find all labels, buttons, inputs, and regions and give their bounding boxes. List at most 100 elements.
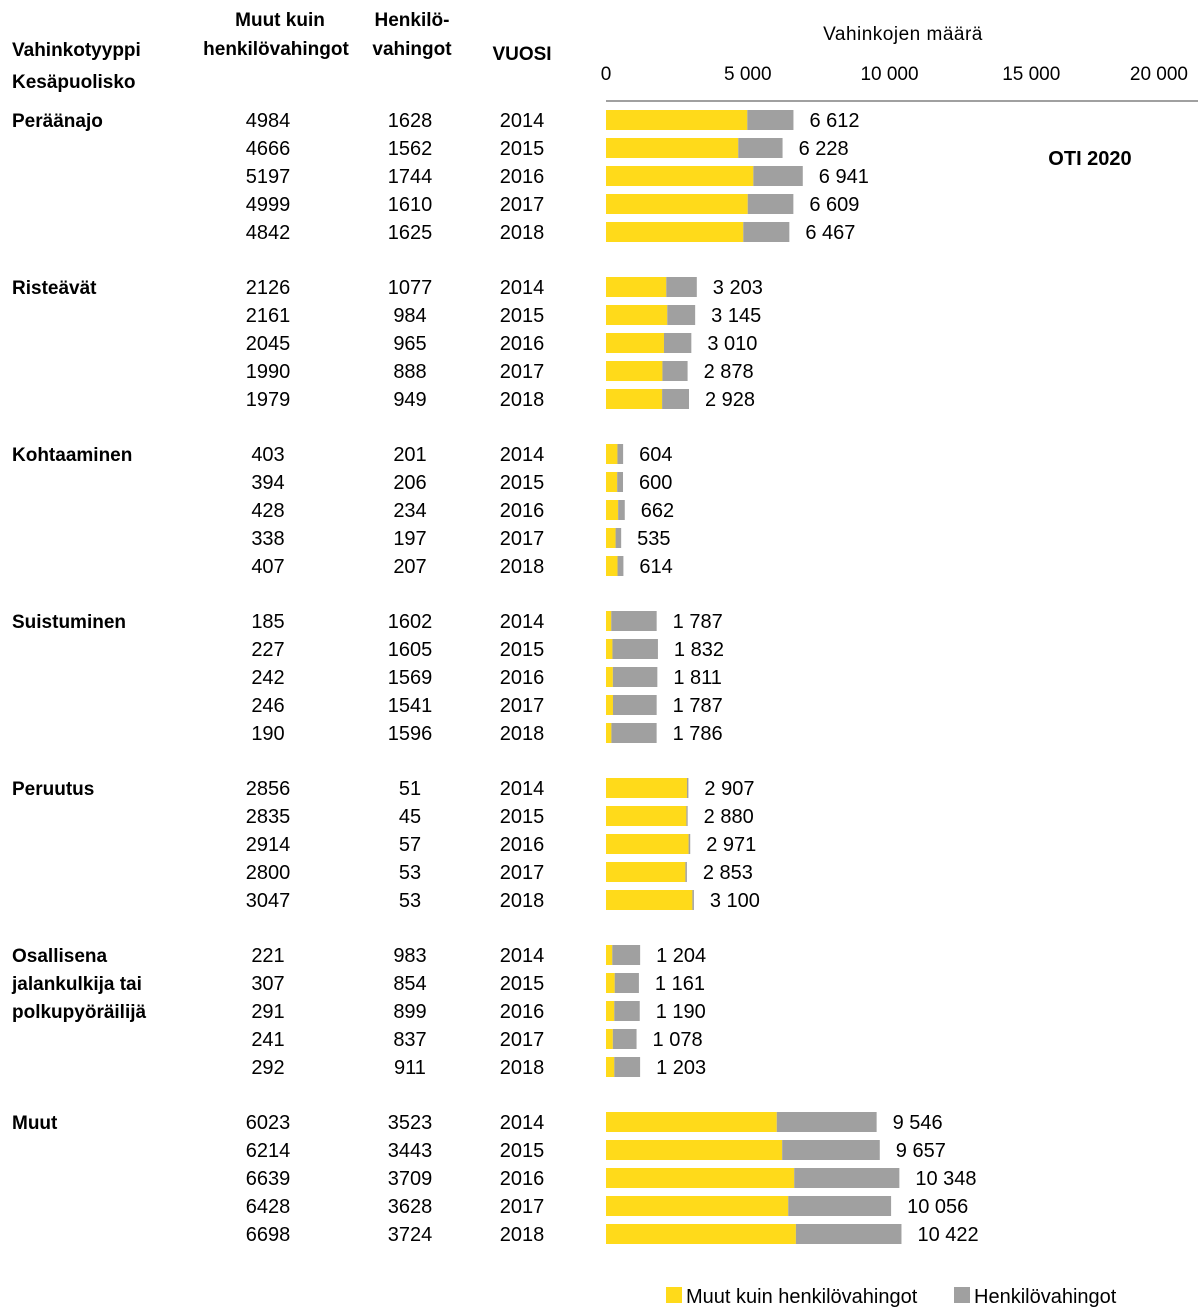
value-henk: 1605 — [388, 639, 433, 661]
bar-henk — [782, 1140, 880, 1160]
year-label: 2017 — [500, 194, 545, 216]
value-muut: 241 — [251, 1029, 284, 1051]
bar-total-label: 1 787 — [673, 695, 723, 717]
value-muut: 6639 — [246, 1168, 291, 1190]
bar-total-label: 10 348 — [915, 1168, 976, 1190]
bar-muut — [606, 110, 748, 130]
year-label: 2016 — [500, 1168, 545, 1190]
year-label: 2015 — [500, 1140, 545, 1162]
header-col1-line2: henkilövahingot — [203, 39, 349, 60]
bar-muut — [606, 444, 618, 464]
bar-henk — [794, 1168, 900, 1188]
value-henk: 1569 — [388, 667, 433, 689]
bar-muut — [606, 138, 739, 158]
bar-henk — [743, 222, 790, 242]
value-henk: 1562 — [388, 138, 433, 160]
x-tick-label: 0 — [601, 64, 612, 85]
oti-badge: OTI 2020 — [1048, 148, 1131, 170]
bar-total-label: 1 786 — [673, 723, 723, 745]
value-muut: 2914 — [246, 834, 291, 856]
value-muut: 2835 — [246, 806, 291, 828]
bar-henk — [788, 1196, 892, 1216]
value-henk: 1602 — [388, 611, 433, 633]
bar-muut — [606, 222, 744, 242]
value-muut: 227 — [251, 639, 284, 661]
bar-henk — [617, 444, 624, 464]
bar-total-label: 604 — [639, 444, 672, 466]
year-label: 2016 — [500, 1001, 545, 1023]
year-label: 2018 — [500, 890, 545, 912]
bar-total-label: 1 787 — [673, 611, 723, 633]
bar-henk — [688, 834, 691, 854]
bar-muut — [606, 277, 667, 297]
year-label: 2015 — [500, 973, 545, 995]
bar-henk — [686, 806, 688, 826]
bar-henk — [795, 1224, 902, 1244]
bar-total-label: 10 056 — [907, 1196, 968, 1218]
category-label: Kohtaaminen — [12, 445, 132, 466]
year-label: 2014 — [500, 945, 545, 967]
category-label: Osallisena — [12, 946, 107, 967]
value-muut: 291 — [251, 1001, 284, 1023]
year-label: 2018 — [500, 222, 545, 244]
category-group: Kohtaaminen 403 201 2014 604 394 206 2015 600 428… — [12, 444, 674, 578]
value-muut: 2856 — [246, 778, 291, 800]
bar-total-label: 1 832 — [674, 639, 724, 661]
value-muut: 221 — [251, 945, 284, 967]
bar-henk — [617, 556, 624, 576]
bar-henk — [662, 389, 690, 409]
bar-total-label: 2 928 — [705, 389, 755, 411]
value-muut: 2126 — [246, 277, 291, 299]
value-muut: 6214 — [246, 1140, 291, 1162]
value-muut: 403 — [251, 444, 284, 466]
bar-muut — [606, 890, 693, 910]
bar-henk — [611, 723, 657, 743]
value-muut: 2045 — [246, 333, 291, 355]
x-tick-label: 10 000 — [860, 64, 918, 85]
value-muut: 407 — [251, 556, 284, 578]
year-label: 2016 — [500, 667, 545, 689]
bar-muut — [606, 1168, 795, 1188]
year-label: 2015 — [500, 639, 545, 661]
value-henk: 1077 — [388, 277, 433, 299]
value-muut: 6023 — [246, 1112, 291, 1134]
bar-henk — [667, 305, 696, 325]
category-group: Suistuminen 185 1602 2014 1 787 227 1605 2015 1 … — [12, 611, 724, 745]
bar-muut — [606, 333, 664, 353]
x-tick-label: 20 000 — [1130, 64, 1188, 85]
header-col2-line2: vahingot — [372, 39, 452, 60]
year-label: 2015 — [500, 305, 545, 327]
value-muut: 4999 — [246, 194, 291, 216]
category-label: Peräänajo — [12, 111, 103, 132]
bar-total-label: 6 609 — [809, 194, 859, 216]
value-henk: 206 — [393, 472, 426, 494]
bar-muut — [606, 1112, 777, 1132]
value-henk: 854 — [393, 973, 426, 995]
year-label: 2017 — [500, 862, 545, 884]
value-henk: 1625 — [388, 222, 433, 244]
value-muut: 190 — [251, 723, 284, 745]
bar-total-label: 9 657 — [896, 1140, 946, 1162]
bar-muut — [606, 472, 618, 492]
value-henk: 888 — [393, 361, 426, 383]
bar-muut — [606, 639, 613, 659]
header-year: VUOSI — [492, 44, 551, 65]
value-henk: 3709 — [388, 1168, 433, 1190]
bar-henk — [738, 138, 783, 158]
value-henk: 983 — [393, 945, 426, 967]
year-label: 2017 — [500, 695, 545, 717]
bar-total-label: 2 878 — [704, 361, 754, 383]
bar-muut — [606, 528, 616, 548]
year-label: 2017 — [500, 1196, 545, 1218]
category-label: polkupyöräilijä — [12, 1002, 147, 1023]
value-muut: 242 — [251, 667, 284, 689]
bar-total-label: 3 100 — [710, 890, 760, 912]
value-henk: 234 — [393, 500, 426, 522]
value-henk: 207 — [393, 556, 426, 578]
bar-muut — [606, 389, 663, 409]
category-group: Peräänajo 4984 1628 2014 6 612 4666 1562 2015 6 … — [12, 110, 869, 244]
value-muut: 6698 — [246, 1224, 291, 1246]
bar-total-label: 1 203 — [656, 1057, 706, 1079]
category-label: Peruutus — [12, 779, 94, 800]
